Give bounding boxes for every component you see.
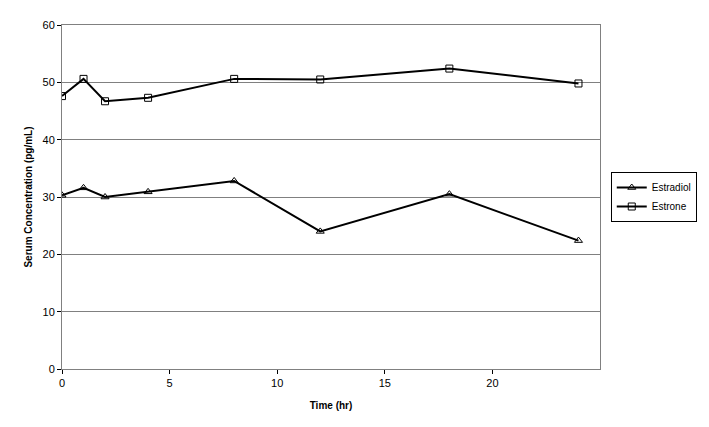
svg-text:Estrone: Estrone [652,201,687,212]
svg-text:Time (hr): Time (hr) [310,400,353,411]
svg-text:50: 50 [43,76,55,88]
svg-text:10: 10 [271,377,283,389]
svg-text:40: 40 [43,134,55,146]
svg-text:60: 60 [43,19,55,31]
svg-text:Estradiol: Estradiol [652,182,691,193]
svg-text:5: 5 [167,377,173,389]
svg-text:0: 0 [59,377,65,389]
svg-text:20: 20 [486,377,498,389]
svg-text:15: 15 [379,377,391,389]
svg-text:10: 10 [43,306,55,318]
svg-text:30: 30 [43,191,55,203]
svg-text:Serum Concentration (pg/mL): Serum Concentration (pg/mL) [23,126,34,267]
svg-text:0: 0 [49,363,55,375]
svg-text:20: 20 [43,248,55,260]
